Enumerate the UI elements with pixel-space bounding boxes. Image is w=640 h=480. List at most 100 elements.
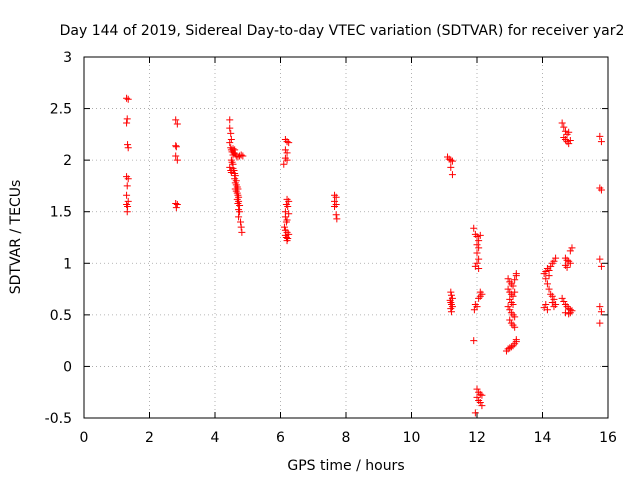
data-point <box>172 116 180 124</box>
data-point <box>473 259 481 267</box>
data-point <box>333 215 341 223</box>
data-point <box>172 199 180 207</box>
x-tick-label: 16 <box>599 430 617 446</box>
data-point <box>280 160 288 168</box>
data-point <box>447 305 455 313</box>
data-point <box>172 143 180 151</box>
x-tick-label: 0 <box>80 430 89 446</box>
data-point <box>123 182 131 190</box>
data-point <box>506 306 514 314</box>
data-point <box>448 157 456 165</box>
data-point <box>550 303 558 311</box>
data-point <box>124 197 132 205</box>
data-point <box>476 231 484 239</box>
data-point <box>238 228 246 236</box>
data-point <box>560 297 568 305</box>
data-point <box>473 393 481 401</box>
data-point <box>596 303 604 311</box>
data-point <box>470 306 478 314</box>
data-point <box>229 145 237 153</box>
y-tick-label: 0 <box>63 359 72 375</box>
data-point <box>478 402 486 410</box>
data-point <box>552 254 560 262</box>
data-point <box>282 218 290 226</box>
data-point <box>506 295 514 303</box>
data-point <box>507 343 515 351</box>
y-tick-label: 0.5 <box>50 308 72 324</box>
data-point <box>447 308 455 316</box>
data-point <box>565 128 573 136</box>
data-point <box>227 136 235 144</box>
data-point <box>283 149 291 157</box>
data-point <box>550 257 558 265</box>
data-point <box>512 336 520 344</box>
data-point <box>542 275 550 283</box>
data-point <box>237 151 245 159</box>
data-point <box>280 223 288 231</box>
data-point <box>550 295 558 303</box>
y-tick-label: -0.5 <box>45 411 72 427</box>
data-point <box>558 119 566 127</box>
data-point <box>473 241 481 249</box>
data-point <box>173 120 181 128</box>
data-point <box>512 270 520 278</box>
data-point <box>471 409 479 417</box>
data-point <box>542 301 550 309</box>
data-point <box>332 211 340 219</box>
data-point <box>123 208 131 216</box>
data-point <box>566 247 574 255</box>
data-point <box>475 255 483 263</box>
data-point <box>475 294 483 302</box>
data-point <box>447 291 455 299</box>
data-point <box>509 301 517 309</box>
data-point <box>543 280 551 288</box>
data-point <box>473 249 481 257</box>
x-tick-label: 10 <box>403 430 421 446</box>
y-tick-label: 3 <box>63 50 72 66</box>
data-point <box>470 224 478 232</box>
data-point <box>504 285 512 293</box>
data-point <box>545 285 553 293</box>
data-point <box>226 163 234 171</box>
data-points <box>123 94 605 417</box>
y-tick-label: 2.5 <box>50 102 72 118</box>
data-point <box>561 127 569 135</box>
data-point <box>566 309 574 317</box>
grid <box>84 57 608 418</box>
data-point <box>506 316 514 324</box>
data-point <box>511 323 519 331</box>
data-point <box>123 115 131 123</box>
data-point <box>447 156 455 164</box>
data-point <box>237 223 245 231</box>
data-point <box>596 319 604 327</box>
data-point <box>237 218 245 226</box>
data-point <box>285 210 293 218</box>
data-point <box>124 144 132 152</box>
data-point <box>283 237 291 245</box>
x-axis-label: GPS time / hours <box>287 458 404 474</box>
data-point <box>172 152 180 160</box>
data-point <box>234 185 242 193</box>
data-point <box>231 172 239 180</box>
data-point <box>509 282 517 290</box>
data-point <box>597 186 605 194</box>
data-point <box>548 292 556 300</box>
axis-ticks: 0 2 4 6 8 10 12 14 16 -0.5 0 0.5 1 1.5 2 2.5 3 <box>45 50 617 446</box>
data-point <box>511 313 519 321</box>
data-point <box>283 156 291 164</box>
y-tick-label: 1 <box>63 256 72 272</box>
data-point <box>124 175 132 183</box>
x-tick-label: 14 <box>534 430 552 446</box>
data-point <box>236 208 244 216</box>
data-point <box>476 390 484 398</box>
data-point <box>448 171 456 179</box>
data-point <box>542 268 550 276</box>
data-point <box>597 138 605 146</box>
chart-title: Day 144 of 2019, Sidereal Day-to-day VTE… <box>60 23 625 39</box>
data-point <box>597 308 605 316</box>
data-point <box>226 139 234 147</box>
data-point <box>596 255 604 263</box>
x-tick-label: 12 <box>468 430 486 446</box>
data-point <box>504 303 512 311</box>
data-point <box>473 385 481 393</box>
